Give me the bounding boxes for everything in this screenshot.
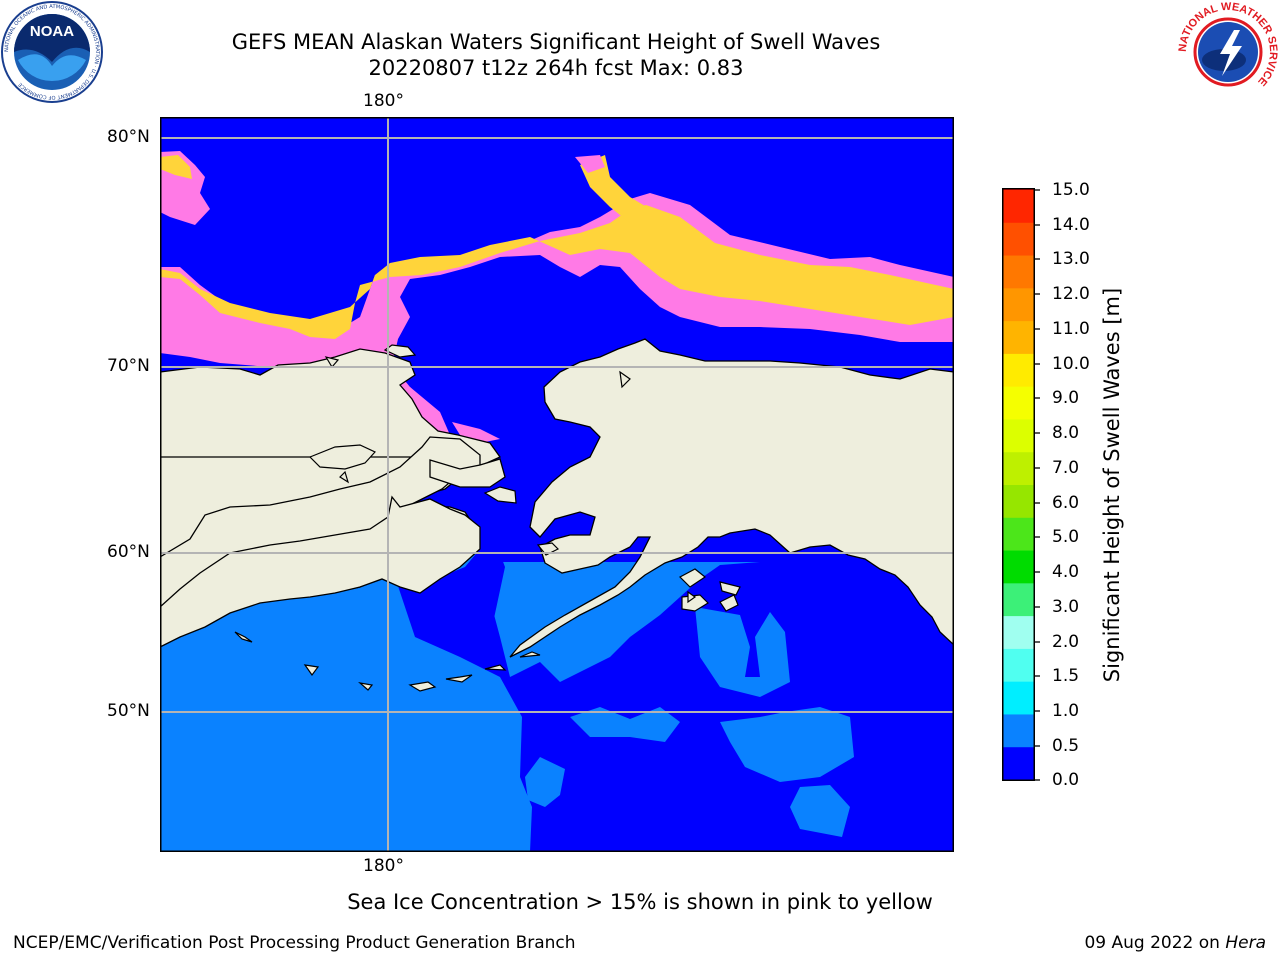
colorbar-tick-12.0: 12.0 [1052,284,1090,304]
colorbar-tick-7.0: 7.0 [1052,458,1080,478]
colorbar-tick-0.5: 0.5 [1052,736,1080,756]
sea-ice [160,151,954,443]
colorbar-tick-1.0: 1.0 [1052,701,1080,721]
colorbar-band [1003,452,1034,486]
colorbar-band [1003,485,1034,519]
map-panel [160,117,954,852]
lat-label-50n: 50°N [107,701,150,721]
lon-label-top: 180° [363,91,404,111]
colorbar-tick-9.0: 9.0 [1052,388,1080,408]
colorbar-band [1003,190,1034,224]
colorbar-band [1003,616,1034,650]
footer-machine: Hera [1225,933,1266,953]
colorbar-band [1003,321,1034,355]
graticule [160,117,954,852]
colorbar-band [1003,353,1034,388]
colorbar-tick-10.0: 10.0 [1052,354,1090,374]
footer-date-text: 09 Aug 2022 on [1084,933,1226,953]
colorbar-tick-2.0: 2.0 [1052,632,1080,652]
colorbar-band [1003,288,1034,322]
noaa-logo: NOAA NATIONAL OCEANIC AND ATMOSPHERIC AD… [1,1,103,103]
map-frame [160,117,954,852]
footer-credit: NCEP/EMC/Verification Post Processing Pr… [13,933,576,953]
colorbar-band [1003,648,1034,683]
colorbar-label: Significant Height of Swell Waves [m] [1100,287,1124,683]
lat-label-70n: 70°N [107,356,150,376]
colorbar-tick-14.0: 14.0 [1052,215,1090,235]
colorbar-tick-0.0: 0.0 [1052,770,1080,790]
colorbar-tick-3.0: 3.0 [1052,597,1080,617]
lat-label-80n: 80°N [107,127,150,147]
colorbar-band [1003,714,1034,748]
colorbar-band [1003,517,1034,552]
colorbar-band [1003,747,1034,781]
colorbar [1002,188,1040,781]
colorbar-bands [1003,189,1034,781]
colorbar-band [1003,583,1034,617]
colorbar-tick-11.0: 11.0 [1052,319,1090,339]
ocean-swell-patches [525,607,854,837]
colorbar-tick-1.5: 1.5 [1052,666,1080,686]
footer-date: 09 Aug 2022 on Hera [1084,933,1266,953]
colorbar-tick-13.0: 13.0 [1052,249,1090,269]
colorbar-tick-4.0: 4.0 [1052,562,1080,582]
lat-label-60n: 60°N [107,542,150,562]
colorbar-band [1003,255,1034,289]
colorbar-tick-5.0: 5.0 [1052,527,1080,547]
svg-text:NOAA: NOAA [30,23,74,40]
lon-label-bottom: 180° [363,856,404,876]
colorbar-tick-15.0: 15.0 [1052,180,1090,200]
colorbar-tick-6.0: 6.0 [1052,493,1080,513]
nws-logo: NATIONAL WEATHER SERVICE [1177,1,1279,102]
colorbar-band [1003,681,1034,715]
colorbar-band [1003,222,1034,257]
sea-ice-caption: Sea Ice Concentration > 15% is shown in … [347,890,933,914]
chart-subtitle: 20220807 t12z 264h fcst Max: 0.83 [368,56,744,80]
colorbar-tick-8.0: 8.0 [1052,423,1080,443]
colorbar-ticks [1034,189,1040,781]
islands [234,344,741,692]
colorbar-band [1003,419,1034,453]
colorbar-band [1003,386,1034,420]
chart-title: GEFS MEAN Alaskan Waters Significant Hei… [231,30,881,54]
colorbar-band [1003,550,1034,584]
